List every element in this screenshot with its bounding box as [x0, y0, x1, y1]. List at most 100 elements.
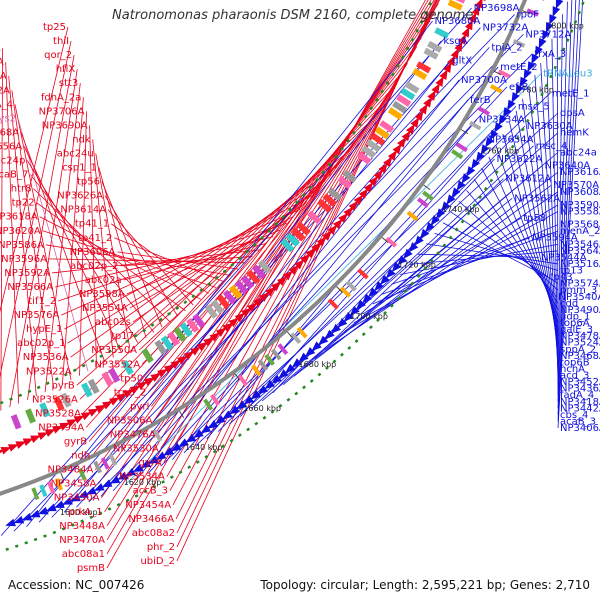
left-gene-label: hflX: [56, 64, 76, 75]
right-gene-label: NP3546A: [560, 239, 600, 250]
feature-block: [526, 8, 540, 17]
right-gene-label: NP3564A: [560, 246, 600, 257]
reverse-gene-arrow: [535, 45, 543, 57]
right-gene-label: NP3732A: [482, 23, 528, 34]
left-gene-label: qor_2: [44, 50, 72, 61]
label-leader: [39, 216, 202, 300]
reverse-gene-arrow: [222, 410, 233, 420]
feature-block: [252, 264, 266, 280]
label-leader: [120, 256, 253, 267]
right-gene-label: msc_5: [518, 101, 550, 112]
forward-gene-arrow: [348, 200, 359, 212]
left-gene-label: NP3530A: [113, 444, 159, 455]
label-leader: [557, 1, 568, 402]
reverse-gene-arrow: [545, 22, 554, 33]
reverse-gene-arrow: [408, 242, 419, 253]
left-gene-label: NP3454A: [125, 500, 171, 511]
label-leader: [101, 181, 163, 328]
feature-block: [417, 197, 429, 208]
right-gene-label: tRNALeu3: [543, 69, 592, 80]
right-gene-label: NP3698A: [474, 3, 520, 14]
reverse-gene-arrow: [527, 61, 536, 73]
forward-gene-arrow: [387, 150, 397, 161]
forward-gene-arrow: [196, 341, 208, 352]
feature-block: [450, 0, 467, 4]
reverse-gene-arrow: [435, 208, 446, 219]
label-leader: [557, 14, 563, 396]
label-leader: [73, 150, 350, 372]
label-leader: [100, 60, 451, 497]
forward-gene-arrow: [247, 302, 258, 313]
reverse-gene-arrow: [374, 281, 384, 292]
feature-block: [455, 142, 468, 153]
feature-block: [532, 0, 546, 1]
left-gene-label: NP3476A: [110, 430, 156, 441]
right-gene-label: NP3452A: [560, 377, 600, 388]
left-gene-label: NP3728A: [0, 71, 7, 82]
forward-gene-arrow: [150, 373, 162, 382]
left-gene-label: NP3592A: [4, 268, 50, 279]
reverse-gene-arrow: [498, 114, 508, 126]
right-gene-label: NP3524A: [560, 338, 600, 349]
forward-gene-arrow: [332, 218, 343, 230]
forward-gene-arrow: [116, 393, 127, 402]
forward-gene-arrow: [7, 444, 19, 452]
feature-block: [296, 326, 308, 339]
feature-block: [423, 47, 439, 60]
left-gene-label: psmB: [77, 563, 105, 574]
right-gene-label: NP3418A: [560, 397, 600, 408]
feature-block: [264, 353, 275, 366]
map-title: Natronomonas pharaonis DSM 2160, complet…: [112, 8, 474, 23]
left-gene-label: NP3536A: [23, 352, 69, 363]
label-leader: [353, 211, 559, 324]
label-leader: [283, 165, 543, 385]
left-gene-label: pyrI: [130, 401, 149, 412]
forward-gene-arrow: [209, 332, 221, 342]
reverse-gene-arrow: [461, 173, 471, 184]
left-gene-label: htr8: [11, 184, 32, 195]
feature-block: [400, 87, 416, 101]
right-gene-label: tp43: [550, 272, 573, 283]
guide-ring: [5, 0, 586, 551]
left-gene-label: ndh: [71, 451, 90, 462]
forward-gene-arrow: [443, 62, 452, 73]
label-leader: [58, 222, 287, 302]
left-gene-label: tp56: [77, 177, 100, 188]
left-gene-label: NP3668A: [0, 127, 19, 138]
left-gene-label: NP3598A: [79, 289, 125, 300]
feature-block: [392, 100, 408, 114]
reverse-gene-arrow: [441, 201, 451, 212]
forward-gene-arrow: [363, 182, 374, 193]
forward-gene-arrow: [322, 230, 332, 241]
forward-gene-arrow: [203, 337, 214, 347]
right-gene-label: efIB: [509, 82, 529, 93]
left-gene-label: tp41_2: [78, 233, 112, 244]
left-gene-label: NP3626A: [57, 191, 103, 202]
reverse-gene-arrow: [178, 438, 189, 447]
right-gene-label: fadA_4: [560, 390, 594, 401]
reverse-gene-arrow: [93, 483, 105, 491]
right-gene-label: acd_3: [560, 371, 589, 382]
left-gene-label: tp25: [43, 22, 66, 33]
forward-gene-arrow: [454, 41, 463, 52]
label-leader: [124, 73, 542, 486]
feature-block: [108, 453, 118, 466]
left-gene-label: NP3448A: [59, 521, 105, 532]
right-gene-label: udp_1: [560, 311, 590, 322]
right-gene-label: msc_4: [536, 141, 568, 152]
left-gene-label: NP3566A: [7, 282, 53, 293]
forward-gene-arrow: [30, 435, 41, 443]
left-gene-label: hypE_1: [26, 324, 62, 335]
forward-gene-arrow: [177, 355, 188, 365]
label-leader: [129, 215, 294, 309]
feature-block: [291, 227, 306, 242]
feature-block: [39, 402, 51, 418]
reverse-gene-arrow: [531, 53, 540, 65]
label-leader: [106, 0, 435, 527]
feature-block: [370, 132, 386, 146]
right-gene-label: rpoF: [517, 10, 540, 21]
feature-block: [251, 364, 262, 377]
forward-gene-arrow: [461, 26, 470, 38]
label-leader: [55, 236, 274, 288]
